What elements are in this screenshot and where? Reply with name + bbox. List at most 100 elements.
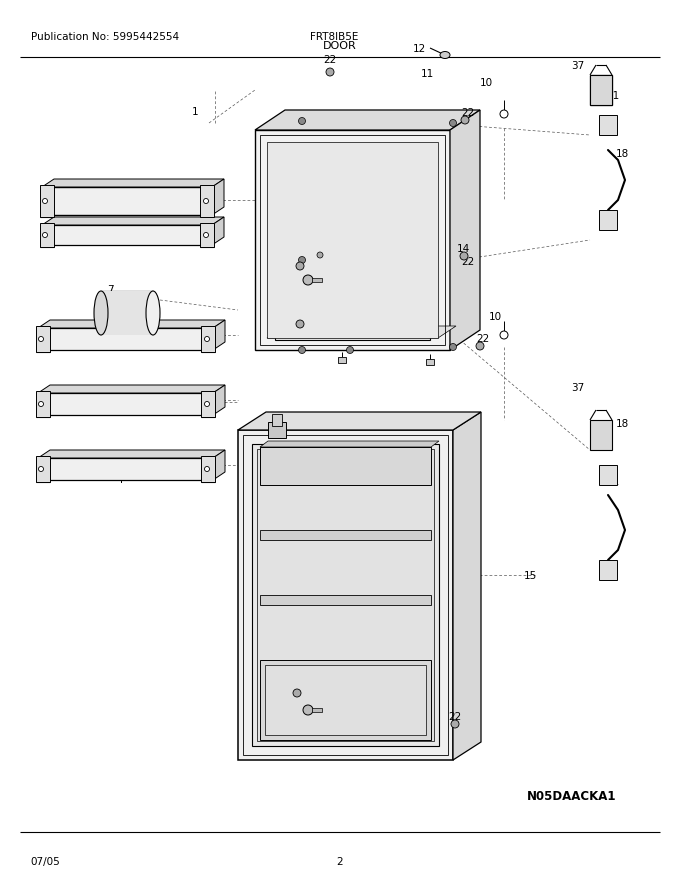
Polygon shape <box>38 320 225 328</box>
Circle shape <box>449 343 456 350</box>
Text: 07/05: 07/05 <box>31 857 61 868</box>
Text: 22: 22 <box>293 253 307 263</box>
Bar <box>36 326 50 352</box>
Text: Publication No: 5995442554: Publication No: 5995442554 <box>31 32 179 42</box>
Bar <box>275 145 430 340</box>
Ellipse shape <box>205 336 209 341</box>
Bar <box>312 708 322 712</box>
Polygon shape <box>212 217 224 245</box>
Bar <box>260 135 445 345</box>
Text: 4B: 4B <box>113 407 127 417</box>
Text: 22: 22 <box>461 257 475 267</box>
Circle shape <box>296 262 304 270</box>
Text: 1: 1 <box>192 107 199 117</box>
Bar <box>590 420 612 450</box>
Polygon shape <box>238 412 481 430</box>
Bar <box>599 115 617 135</box>
Circle shape <box>303 705 313 715</box>
Text: 14: 14 <box>456 244 470 254</box>
Circle shape <box>347 347 354 354</box>
Bar <box>599 560 617 580</box>
Circle shape <box>293 689 301 697</box>
Bar <box>201 326 215 352</box>
Text: 22: 22 <box>477 334 490 344</box>
Polygon shape <box>255 110 480 130</box>
Bar <box>40 185 54 217</box>
Circle shape <box>299 118 305 124</box>
Ellipse shape <box>205 466 209 472</box>
Circle shape <box>326 68 334 76</box>
Polygon shape <box>42 179 224 187</box>
Ellipse shape <box>146 291 160 335</box>
Ellipse shape <box>39 466 44 472</box>
Bar <box>38 328 213 350</box>
Polygon shape <box>213 320 225 350</box>
Bar <box>40 223 54 247</box>
Text: 37: 37 <box>571 61 585 71</box>
Circle shape <box>500 110 508 118</box>
Text: 14: 14 <box>341 310 355 320</box>
Text: 13: 13 <box>276 701 290 711</box>
Bar <box>272 414 282 426</box>
Bar <box>201 456 215 482</box>
Text: 7: 7 <box>107 285 114 295</box>
Text: 8: 8 <box>117 222 123 232</box>
Bar <box>257 449 434 741</box>
Text: 21C: 21C <box>318 720 339 730</box>
Polygon shape <box>267 326 456 338</box>
Ellipse shape <box>205 401 209 407</box>
Bar <box>312 278 322 282</box>
Bar <box>36 456 50 482</box>
Text: 37: 37 <box>571 383 585 393</box>
Bar <box>590 75 612 105</box>
Polygon shape <box>213 450 225 480</box>
Ellipse shape <box>39 401 44 407</box>
Polygon shape <box>42 217 224 225</box>
Polygon shape <box>212 179 224 215</box>
Bar <box>42 225 212 245</box>
Text: 4: 4 <box>117 475 123 485</box>
Text: FRT8IB5E: FRT8IB5E <box>310 32 358 42</box>
Circle shape <box>460 252 468 260</box>
Circle shape <box>500 331 508 339</box>
Bar <box>260 447 431 485</box>
Circle shape <box>461 116 469 124</box>
Text: 15: 15 <box>524 571 537 581</box>
Ellipse shape <box>440 52 450 58</box>
Text: 10: 10 <box>479 78 492 88</box>
Text: 2: 2 <box>337 857 343 868</box>
Bar <box>238 430 453 760</box>
Bar <box>36 391 50 417</box>
Polygon shape <box>213 385 225 415</box>
Polygon shape <box>38 450 225 458</box>
Bar <box>201 391 215 417</box>
Bar <box>101 291 153 335</box>
Polygon shape <box>453 412 481 760</box>
Polygon shape <box>260 441 439 447</box>
Text: 2: 2 <box>192 332 199 342</box>
Bar <box>252 444 439 746</box>
Text: DOOR: DOOR <box>323 40 357 51</box>
Circle shape <box>449 120 456 127</box>
Bar <box>255 130 450 350</box>
Text: 22: 22 <box>448 712 462 722</box>
Circle shape <box>296 320 304 328</box>
Text: 18: 18 <box>615 419 628 429</box>
Bar <box>260 530 431 540</box>
Bar <box>338 357 346 363</box>
Circle shape <box>299 347 305 354</box>
Circle shape <box>299 256 305 263</box>
Bar <box>42 187 212 215</box>
Ellipse shape <box>42 232 48 238</box>
Ellipse shape <box>42 199 48 203</box>
Text: N05DAACKA1: N05DAACKA1 <box>526 790 616 803</box>
Bar <box>260 595 431 605</box>
Bar <box>243 435 448 755</box>
Bar <box>599 465 617 485</box>
Bar <box>267 142 438 338</box>
Text: 4: 4 <box>117 334 123 344</box>
Circle shape <box>303 275 313 285</box>
Bar <box>276 136 451 336</box>
Circle shape <box>317 252 323 258</box>
Bar <box>38 393 213 415</box>
